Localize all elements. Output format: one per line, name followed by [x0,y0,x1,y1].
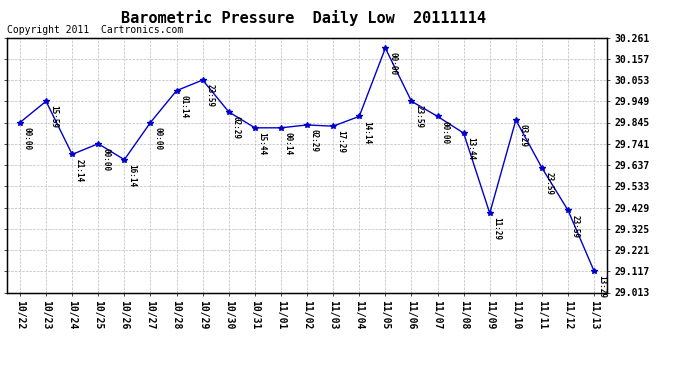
Text: 00:00: 00:00 [440,120,449,144]
Text: 00:00: 00:00 [23,127,32,150]
Text: 21:14: 21:14 [75,159,84,182]
Text: 00:00: 00:00 [153,127,162,150]
Text: 23:59: 23:59 [571,214,580,238]
Text: 00:14: 00:14 [284,132,293,155]
Text: 16:14: 16:14 [127,164,136,187]
Text: 02:29: 02:29 [310,129,319,152]
Text: 15:44: 15:44 [257,132,266,155]
Text: 23:59: 23:59 [544,172,554,195]
Text: 23:59: 23:59 [206,84,215,107]
Text: 02:29: 02:29 [232,116,241,139]
Text: 23:59: 23:59 [414,105,423,129]
Text: 17:29: 17:29 [336,130,345,153]
Text: 13:29: 13:29 [597,275,606,298]
Text: 14:14: 14:14 [362,120,371,144]
Text: 13:44: 13:44 [466,137,475,160]
Text: 15:59: 15:59 [49,105,58,129]
Text: 03:29: 03:29 [519,124,528,147]
Text: 00:00: 00:00 [101,148,110,171]
Text: Barometric Pressure  Daily Low  20111114: Barometric Pressure Daily Low 20111114 [121,10,486,26]
Text: Copyright 2011  Cartronics.com: Copyright 2011 Cartronics.com [7,25,183,35]
Text: 00:00: 00:00 [388,52,397,75]
Text: 01:14: 01:14 [179,95,188,118]
Text: 11:29: 11:29 [493,217,502,240]
